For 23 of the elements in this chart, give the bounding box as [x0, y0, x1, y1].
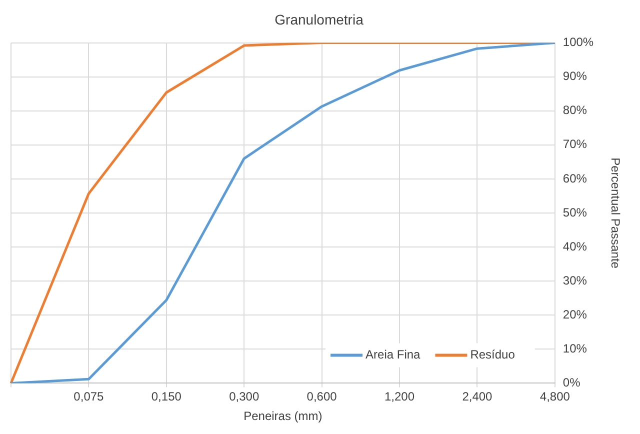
y-tick-label: 30% [562, 273, 588, 288]
x-tick-label: 0,075 [74, 390, 104, 404]
y-tick-label: 10% [562, 341, 588, 356]
y-tick-label: 0% [562, 376, 581, 390]
y-axis-title: Percentual Passante [608, 158, 622, 269]
x-axis-title: Peneiras (mm) [244, 409, 322, 424]
x-tick-label: 1,200 [384, 390, 415, 404]
x-tick-label: 0,150 [151, 390, 182, 404]
legend-label: Areia Fina [366, 348, 421, 362]
y-tick-label: 60% [562, 171, 588, 186]
y-tick-label: 90% [562, 69, 588, 84]
y-tick-label: 50% [562, 205, 588, 220]
y-tick-label: 40% [562, 239, 588, 254]
x-tick-label: 0,300 [229, 390, 260, 404]
y-tick-label: 20% [562, 307, 588, 322]
y-tick-label: 100% [562, 35, 594, 50]
legend-label: Resíduo [470, 348, 516, 362]
chart-title: Granulometria [274, 11, 364, 28]
x-tick-label: 4,800 [540, 390, 570, 404]
x-tick-label: 0,600 [306, 390, 338, 404]
y-tick-label: 70% [562, 137, 588, 152]
y-tick-label: 80% [562, 103, 588, 118]
x-tick-label: 2,400 [462, 390, 493, 404]
